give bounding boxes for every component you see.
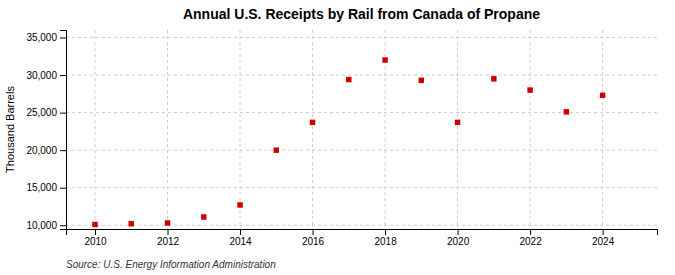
- y-axis-label: Thousand Barrels: [4, 86, 16, 173]
- tick: 2018: [374, 229, 397, 247]
- point: [346, 77, 351, 82]
- tick-label: 20,000: [26, 145, 57, 156]
- tick-label: 2018: [374, 236, 397, 247]
- tick-label: 10,000: [26, 220, 57, 231]
- tick-label: 2022: [519, 236, 542, 247]
- tick: 2014: [229, 229, 252, 247]
- tick-label: 30,000: [26, 70, 57, 81]
- tick-label: 2014: [229, 236, 252, 247]
- x-axis: 2010 2012 2014 2016 2018 2020 2022 2024: [67, 229, 658, 247]
- tick-label: 25,000: [26, 107, 57, 118]
- point: [419, 78, 424, 83]
- tick-mark: [60, 113, 66, 114]
- tick-mark: [168, 229, 169, 235]
- chart-container: 2010 2012 2014 2016 2018 2020 2022 2024 10,000 15…: [0, 0, 675, 275]
- grid-line: [530, 30, 531, 229]
- grid-line: [66, 150, 657, 151]
- point: [310, 120, 315, 125]
- point: [455, 120, 460, 125]
- tick: 2016: [302, 229, 325, 247]
- tick-mark: [240, 229, 241, 235]
- grid-line: [95, 30, 96, 229]
- source: Source: U.S. Energy Information Administ…: [66, 259, 276, 270]
- tick: 20,000: [26, 145, 66, 156]
- point: [274, 147, 279, 152]
- tick-label: 2020: [447, 236, 470, 247]
- tick: 10,000: [26, 220, 66, 231]
- chart: 2010 2012 2014 2016 2018 2020 2022 2024 10,000 15…: [0, 0, 675, 275]
- tick-mark: [530, 229, 531, 235]
- point: [382, 57, 387, 62]
- tick-mark: [60, 188, 66, 189]
- point: [237, 202, 242, 207]
- grid-line: [602, 30, 603, 229]
- tick-mark: [60, 38, 66, 39]
- point: [201, 214, 206, 219]
- points: [92, 57, 605, 227]
- tick-mark: [313, 229, 314, 235]
- grid-line: [66, 225, 657, 226]
- axis-line: [67, 230, 658, 236]
- tick-label: 15,000: [26, 182, 57, 193]
- tick: 30,000: [26, 70, 66, 81]
- point: [527, 87, 532, 92]
- tick: 15,000: [26, 182, 66, 193]
- tick: 2022: [519, 229, 542, 247]
- grid-line: [167, 30, 168, 229]
- tick-mark: [95, 229, 96, 235]
- grid-line: [457, 30, 458, 229]
- grid-line: [312, 30, 313, 229]
- tick-mark: [60, 75, 66, 76]
- tick: 2012: [157, 229, 180, 247]
- grid-line: [66, 75, 657, 76]
- tick-label: 35,000: [26, 32, 57, 43]
- tick-mark: [60, 150, 66, 151]
- point: [92, 222, 97, 227]
- grid-line: [66, 37, 657, 38]
- point: [491, 76, 496, 81]
- tick-mark: [385, 229, 386, 235]
- tick-label: 2024: [592, 236, 615, 247]
- y-axis: 10,000 15,000 20,000 25,000 30,000 35,000: [26, 31, 66, 231]
- tick-mark: [603, 229, 604, 235]
- tick: 2020: [447, 229, 470, 247]
- point: [600, 93, 605, 98]
- point: [564, 109, 569, 114]
- tick-label: 2012: [157, 236, 180, 247]
- tick-label: 2016: [302, 236, 325, 247]
- tick: 25,000: [26, 107, 66, 118]
- plot-area: 2010 2012 2014 2016 2018 2020 2022 2024 10,000 15…: [26, 30, 657, 247]
- title: Annual U.S. Receipts by Rail from Canada…: [183, 6, 540, 22]
- point: [165, 220, 170, 225]
- tick-mark: [458, 229, 459, 235]
- tick-label: 2010: [84, 236, 107, 247]
- tick: 35,000: [26, 32, 66, 43]
- point: [129, 221, 134, 226]
- tick-mark: [60, 225, 66, 226]
- axis-line: [60, 31, 67, 230]
- tick: 2010: [84, 229, 107, 247]
- tick: 2024: [592, 229, 615, 247]
- grid-line: [240, 30, 241, 229]
- grid: [66, 30, 657, 229]
- grid-line: [66, 187, 657, 188]
